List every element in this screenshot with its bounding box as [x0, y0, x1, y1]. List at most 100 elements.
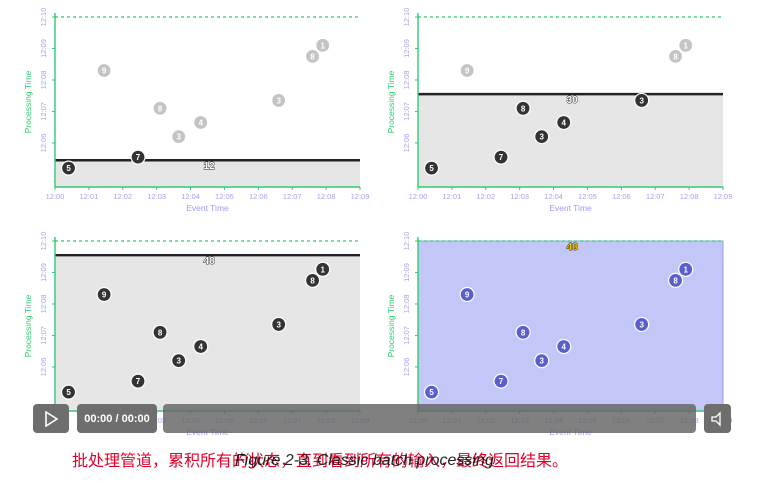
data-point	[60, 160, 77, 176]
data-point-label: 8	[158, 104, 163, 113]
volume-button[interactable]	[704, 404, 731, 433]
data-point-label: 4	[561, 118, 566, 127]
y-tick-label: 12:09	[39, 263, 48, 282]
x-tick-label: 12:08	[680, 192, 699, 201]
data-point	[459, 62, 475, 79]
data-point	[96, 62, 112, 79]
data-point-label: 4	[198, 118, 203, 127]
data-point-label: 5	[429, 164, 434, 173]
data-point	[271, 316, 287, 333]
x-axis-title: Event Time	[186, 203, 229, 213]
data-point	[171, 353, 187, 369]
y-tick-label: 12:08	[402, 71, 411, 90]
data-point-label: 1	[320, 41, 325, 50]
data-point	[152, 324, 168, 340]
play-icon	[45, 410, 58, 427]
data-point-label: 3	[276, 96, 281, 105]
y-tick-label: 12:08	[402, 295, 411, 314]
data-point	[423, 384, 440, 400]
data-point	[304, 48, 321, 64]
data-point	[271, 92, 287, 109]
data-point-label: 8	[521, 104, 526, 113]
data-point-label: 9	[102, 67, 107, 76]
x-tick-label: 12:07	[283, 192, 302, 201]
data-point	[315, 37, 331, 53]
data-point-label: 7	[136, 153, 141, 162]
data-point	[493, 149, 509, 165]
chart-panel-1: 12:00 12:01 12:02 12:03 12:04 12:05 12:06 12:07…	[23, 8, 369, 213]
data-point	[193, 114, 209, 131]
x-tick-label: 12:09	[714, 192, 733, 201]
data-point-label: 3	[639, 320, 644, 329]
x-tick-label: 12:06	[612, 192, 631, 201]
data-point-label: 5	[429, 388, 434, 397]
data-point	[60, 384, 77, 400]
data-point-label: 7	[136, 377, 141, 386]
x-axis-title: Event Time	[549, 203, 592, 213]
data-point-label: 1	[320, 265, 325, 274]
data-point	[171, 129, 187, 145]
data-point-label: 3	[176, 133, 181, 142]
shaded-region	[418, 94, 723, 187]
sum-label: 12	[204, 161, 216, 172]
y-tick-label: 12:10	[39, 8, 48, 27]
data-point	[515, 100, 531, 116]
data-point	[459, 286, 475, 303]
data-point	[667, 272, 684, 288]
data-point-label: 3	[176, 357, 181, 366]
data-point	[667, 48, 684, 64]
volume-icon	[710, 410, 721, 427]
x-tick-label: 12:05	[578, 192, 597, 201]
data-point-label: 1	[683, 265, 688, 274]
data-point-label: 3	[539, 357, 544, 366]
data-point	[304, 272, 321, 288]
data-point	[556, 114, 572, 131]
data-point-label: 8	[310, 276, 315, 285]
y-axis-title: Processing Time	[23, 70, 33, 133]
data-point	[423, 160, 440, 176]
data-point-label: 3	[539, 133, 544, 142]
y-tick-label: 12:06	[402, 134, 411, 153]
y-tick-label: 12:07	[402, 326, 411, 345]
data-point-label: 7	[499, 153, 504, 162]
data-point	[534, 129, 550, 145]
y-tick-label: 12:06	[39, 134, 48, 153]
time-text: 00:00 / 00:00	[84, 412, 150, 425]
data-point-label: 4	[198, 342, 203, 351]
data-point-label: 3	[639, 96, 644, 105]
sum-label: 30	[567, 95, 579, 106]
x-tick-label: 12:02	[113, 192, 132, 201]
data-point-label: 8	[158, 328, 163, 337]
x-tick-label: 12:07	[646, 192, 665, 201]
shaded-region	[417, 240, 724, 412]
y-tick-label: 12:09	[402, 263, 411, 282]
data-point	[678, 37, 694, 53]
data-point-label: 8	[673, 52, 678, 61]
data-point-label: 9	[102, 291, 107, 300]
sum-label: 48	[204, 256, 216, 267]
x-tick-label: 12:00	[409, 192, 428, 201]
x-tick-label: 12:09	[351, 192, 370, 201]
data-point-label: 5	[66, 388, 71, 397]
play-button[interactable]	[33, 404, 69, 433]
data-point	[152, 100, 168, 116]
data-point	[96, 286, 112, 303]
y-axis-title: Processing Time	[386, 70, 396, 133]
progress-bar[interactable]	[163, 404, 696, 433]
data-point	[130, 373, 146, 389]
data-point	[634, 92, 650, 109]
x-tick-label: 12:00	[46, 192, 65, 201]
sum-label: 48	[567, 242, 579, 253]
y-tick-label: 12:10	[402, 232, 411, 251]
x-tick-label: 12:02	[476, 192, 495, 201]
shaded-region	[55, 160, 360, 187]
data-point	[556, 338, 572, 355]
data-point	[130, 149, 146, 165]
data-point	[678, 261, 694, 277]
figure-caption: Figure 2-3. Classic batch processing	[235, 452, 494, 469]
data-point	[493, 373, 509, 389]
x-tick-label: 12:03	[147, 192, 166, 201]
x-tick-label: 12:04	[544, 192, 563, 201]
x-tick-label: 12:01	[79, 192, 98, 201]
data-point	[634, 316, 650, 333]
